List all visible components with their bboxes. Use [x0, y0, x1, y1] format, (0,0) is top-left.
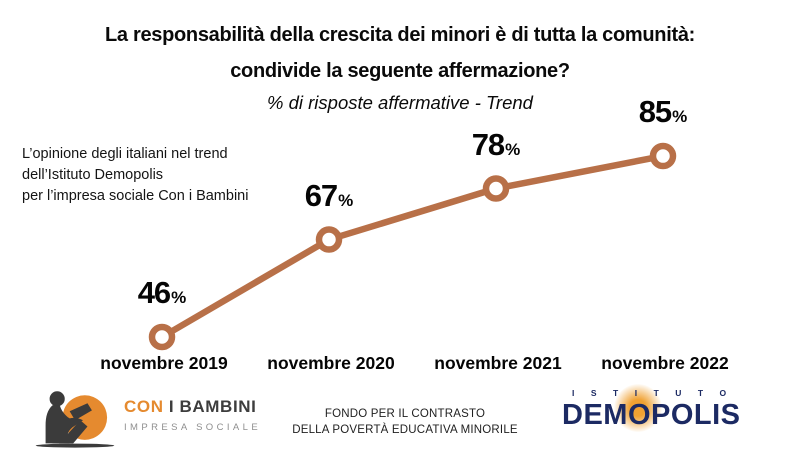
con-i-bambini-wordmark: CON I BAMBINI IMPRESA SOCIALE	[124, 397, 261, 447]
value-number: 46	[137, 275, 171, 310]
page-title-line2: condivide la seguente affermazione?	[230, 60, 570, 82]
x-axis-label: novembre 2021	[434, 353, 562, 373]
percent-sign: %	[171, 288, 187, 307]
annotation-line1: L’opinione degli italiani nel trend	[22, 146, 228, 162]
value-label: 46%	[138, 277, 187, 308]
percent-sign: %	[338, 190, 354, 210]
data-point-marker	[649, 142, 677, 170]
demopolis-istituto-label: ISTITUTO	[572, 388, 743, 398]
value-label: 78%	[472, 129, 521, 160]
data-point-marker	[148, 323, 176, 351]
value-number: 67	[304, 177, 338, 213]
con-i-bambini-name-orange: CON	[124, 397, 164, 416]
x-axis-label: novembre 2020	[267, 353, 395, 373]
page-title-line1: La responsabilità della crescita dei min…	[104, 24, 696, 46]
demopolis-sun-icon	[614, 384, 662, 432]
source-annotation: L’opinione degli italiani nel trend dell…	[22, 144, 248, 207]
value-number: 78	[471, 126, 505, 162]
demopolis-logo: ISTITUTO DEMOPOLIS	[562, 384, 774, 438]
fondo-line1: FONDO PER IL CONTRASTO	[324, 408, 486, 420]
fondo-contrasto-text: FONDO PER IL CONTRASTO DELLA POVERTÀ EDU…	[270, 406, 540, 438]
x-axis-label: novembre 2019	[100, 353, 228, 373]
fondo-line2: DELLA POVERTÀ EDUCATIVA MINORILE	[292, 424, 518, 436]
value-label: 85%	[639, 96, 688, 127]
percent-sign: %	[672, 107, 688, 127]
con-i-bambini-tagline: IMPRESA SOCIALE	[124, 422, 262, 433]
con-i-bambini-name: CON I BAMBINI	[124, 397, 261, 417]
data-point-marker	[482, 175, 510, 202]
data-point-marker	[315, 226, 343, 253]
value-number: 85	[638, 94, 672, 130]
annotation-line2: dell’Istituto Demopolis	[22, 167, 164, 183]
con-i-bambini-name-dark: I BAMBINI	[163, 397, 257, 416]
trend-line	[158, 152, 667, 341]
demopolis-name: DEMOPOLIS	[562, 399, 741, 431]
chart-subtitle: % di risposte affermative - Trend	[267, 92, 533, 113]
x-axis-label: novembre 2022	[601, 353, 729, 373]
annotation-line3: per l’impresa sociale Con i Bambini	[22, 188, 249, 204]
percent-sign: %	[505, 139, 521, 159]
value-label: 67%	[305, 180, 354, 211]
con-i-bambini-logo: CON I BAMBINI IMPRESA SOCIALE	[34, 385, 261, 459]
child-reading-icon	[35, 391, 115, 448]
